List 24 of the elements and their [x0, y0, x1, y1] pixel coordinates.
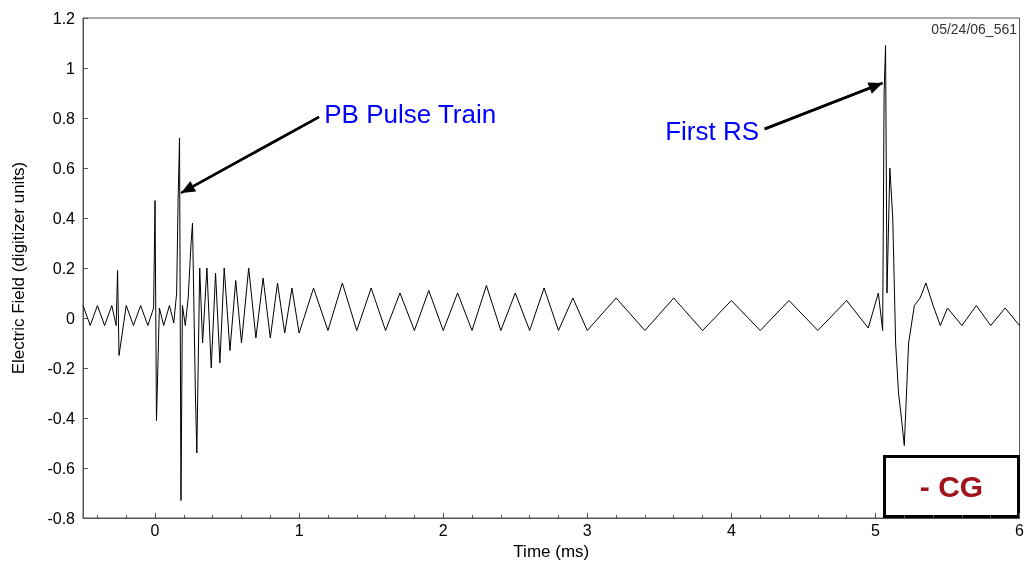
x-tick-label: 3	[582, 521, 592, 539]
y-tick-label: 0.6	[52, 159, 76, 177]
x-tick-label: 6	[1015, 521, 1025, 539]
y-axis-title: Electric Field (digitizer units)	[9, 161, 28, 375]
y-tick-label: 1	[66, 59, 76, 77]
y-tick-label: -0.4	[47, 409, 76, 427]
annotation: 05/24/06_561	[931, 21, 1018, 37]
y-tick-label: -0.2	[47, 359, 76, 377]
x-tick-label: 4	[726, 521, 736, 539]
y-tick-label: 1.2	[52, 9, 76, 27]
y-tick-label: -0.6	[47, 459, 76, 477]
y-tick-label: -0.8	[47, 509, 76, 527]
annotation: First RS	[665, 116, 760, 147]
y-tick-label: 0.4	[52, 209, 76, 227]
x-tick-label: 5	[871, 521, 881, 539]
x-tick-label: 0	[150, 521, 160, 539]
y-tick-label: 0.8	[52, 109, 76, 127]
x-tick-label: 1	[294, 521, 304, 539]
y-tick-label: 0	[66, 309, 76, 327]
x-axis-title: Time (ms)	[513, 541, 590, 561]
annotation: - CG	[919, 470, 984, 503]
y-tick-label: 0.2	[52, 259, 76, 277]
x-tick-label: 2	[438, 521, 448, 539]
annotation: PB Pulse Train	[324, 99, 497, 130]
